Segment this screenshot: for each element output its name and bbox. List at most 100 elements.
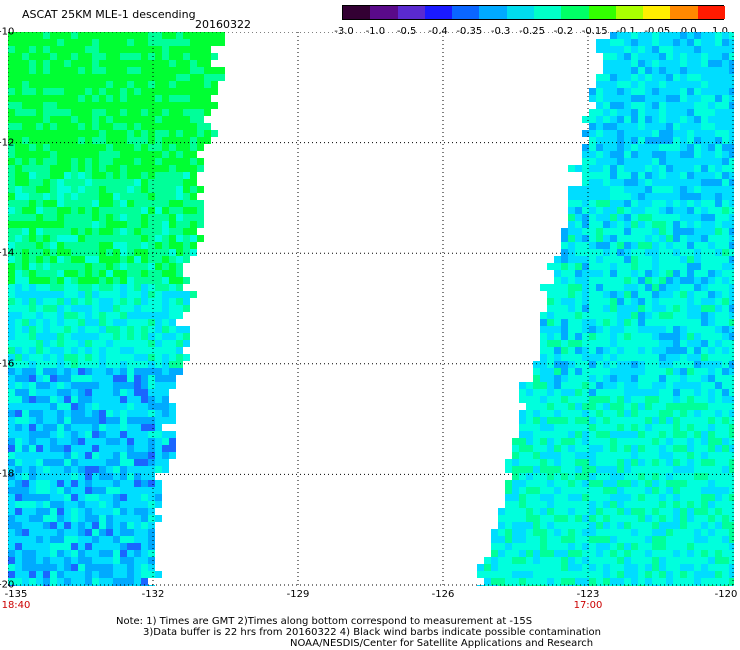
swath-cell: [36, 557, 43, 564]
swath-cell: [701, 179, 708, 186]
swath-cell: [589, 480, 596, 487]
swath-cell: [568, 368, 575, 375]
swath-cell: [666, 67, 673, 74]
swath-cell: [50, 60, 57, 67]
swath-map: [8, 32, 734, 586]
colorbar-segment: [343, 6, 371, 19]
swath-cell: [127, 165, 134, 172]
swath-cell: [106, 543, 113, 550]
swath-cell: [708, 60, 715, 67]
swath-cell: [22, 235, 29, 242]
swath-cell: [575, 207, 582, 214]
swath-cell: [29, 60, 36, 67]
swath-cell: [50, 249, 57, 256]
swath-cell: [638, 46, 645, 53]
swath-cell: [589, 228, 596, 235]
swath-cell: [71, 403, 78, 410]
swath-cell: [652, 256, 659, 263]
swath-cell: [575, 501, 582, 508]
swath-cell: [582, 207, 589, 214]
swath-cell: [141, 389, 148, 396]
swath-cell: [652, 438, 659, 445]
swath-cell: [64, 368, 71, 375]
swath-cell: [631, 515, 638, 522]
swath-cell: [617, 214, 624, 221]
swath-cell: [694, 396, 701, 403]
swath-cell: [148, 508, 155, 515]
swath-cell: [561, 291, 568, 298]
swath-cell: [701, 88, 708, 95]
swath-cell: [15, 585, 22, 586]
swath-cell: [127, 172, 134, 179]
swath-cell: [568, 550, 575, 557]
swath-cell: [666, 347, 673, 354]
swath-cell: [162, 123, 169, 130]
swath-cell: [561, 459, 568, 466]
swath-cell: [169, 200, 176, 207]
swath-cell: [526, 417, 533, 424]
swath-cell: [659, 564, 666, 571]
swath-cell: [638, 571, 645, 578]
swath-cell: [176, 67, 183, 74]
swath-cell: [162, 284, 169, 291]
swath-cell: [652, 536, 659, 543]
swath-cell: [617, 368, 624, 375]
swath-cell: [113, 81, 120, 88]
swath-cell: [197, 165, 204, 172]
swath-cell: [568, 361, 575, 368]
swath-cell: [162, 256, 169, 263]
swath-cell: [638, 375, 645, 382]
swath-cell: [57, 144, 64, 151]
swath-cell: [71, 333, 78, 340]
swath-cell: [141, 158, 148, 165]
swath-cell: [659, 410, 666, 417]
swath-cell: [106, 480, 113, 487]
swath-cell: [554, 466, 561, 473]
swath-cell: [708, 298, 715, 305]
swath-cell: [603, 270, 610, 277]
swath-cell: [113, 144, 120, 151]
swath-cell: [687, 473, 694, 480]
swath-cell: [554, 326, 561, 333]
swath-cell: [729, 501, 734, 508]
swath-cell: [64, 522, 71, 529]
swath-cell: [106, 67, 113, 74]
swath-cell: [141, 564, 148, 571]
swath-cell: [638, 298, 645, 305]
swath-cell: [71, 193, 78, 200]
swath-cell: [141, 165, 148, 172]
swath-cell: [575, 263, 582, 270]
swath-cell: [624, 102, 631, 109]
swath-cell: [176, 186, 183, 193]
swath-cell: [673, 207, 680, 214]
swath-cell: [680, 340, 687, 347]
swath-cell: [190, 207, 197, 214]
swath-cell: [78, 270, 85, 277]
swath-cell: [575, 186, 582, 193]
longitude-label: -129: [286, 589, 310, 600]
swath-cell: [162, 375, 169, 382]
swath-cell: [134, 249, 141, 256]
swath-cell: [589, 459, 596, 466]
swath-cell: [673, 193, 680, 200]
swath-cell: [50, 179, 57, 186]
swath-cell: [554, 312, 561, 319]
swath-cell: [680, 305, 687, 312]
swath-cell: [183, 32, 190, 39]
swath-cell: [701, 515, 708, 522]
swath-cell: [708, 151, 715, 158]
swath-cell: [673, 144, 680, 151]
swath-cell: [680, 298, 687, 305]
swath-cell: [43, 60, 50, 67]
swath-cell: [8, 228, 15, 235]
swath-cell: [134, 571, 141, 578]
swath-cell: [148, 382, 155, 389]
swath-cell: [22, 256, 29, 263]
swath-cell: [603, 193, 610, 200]
swath-cell: [680, 368, 687, 375]
swath-cell: [120, 480, 127, 487]
swath-cell: [694, 480, 701, 487]
swath-cell: [680, 564, 687, 571]
swath-cell: [57, 193, 64, 200]
swath-cell: [113, 228, 120, 235]
